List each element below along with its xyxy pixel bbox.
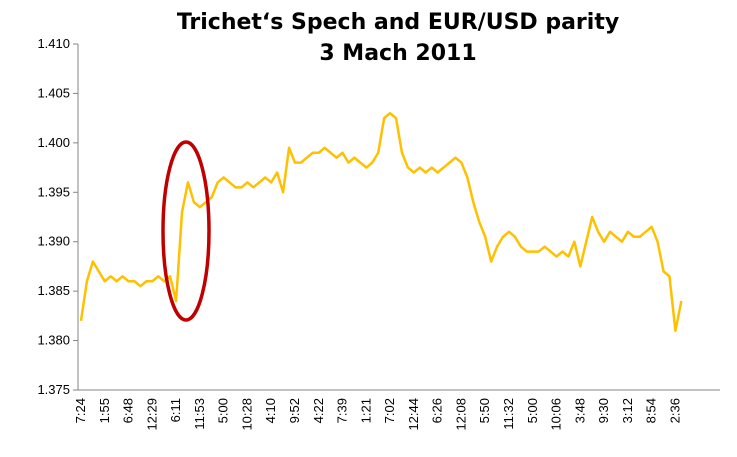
x-tick-label: 10:28 — [239, 398, 254, 431]
y-tick-label: 1.410 — [37, 36, 70, 51]
y-tick-label: 1.405 — [37, 85, 70, 100]
x-tick-label: 6:48 — [121, 398, 136, 423]
y-tick-label: 1.380 — [37, 333, 70, 348]
x-tick-label: 2:36 — [667, 398, 682, 423]
x-tick-label: 10:06 — [549, 398, 564, 431]
y-tick-label: 1.385 — [37, 283, 70, 298]
x-tick-label: 5:50 — [477, 398, 492, 423]
x-tick-label: 12:44 — [406, 398, 421, 431]
x-tick-label: 3:48 — [572, 398, 587, 423]
x-tick-label: 5:00 — [525, 398, 540, 423]
x-tick-label: 1:21 — [358, 398, 373, 423]
x-tick-label: 7:39 — [335, 398, 350, 423]
x-tick-label: 4:22 — [311, 398, 326, 423]
x-tick-label: 9:52 — [287, 398, 302, 423]
x-tick-label: 12:08 — [453, 398, 468, 431]
x-tick-label: 6:26 — [430, 398, 445, 423]
chart-subtitle: 3 Mach 2011 — [319, 41, 476, 66]
series-line — [79, 111, 683, 332]
x-tick-label: 11:32 — [501, 398, 516, 430]
x-tick-label: 7:24 — [73, 398, 88, 423]
y-tick-label: 1.375 — [37, 382, 70, 397]
y-tick-label: 1.400 — [37, 135, 70, 150]
x-tick-label: 6:11 — [168, 398, 183, 422]
x-tick-label: 12:29 — [144, 398, 159, 431]
x-tick-label: 4:10 — [263, 398, 278, 423]
x-tick-label: 11:53 — [192, 398, 207, 430]
x-tick-label: 7:02 — [382, 398, 397, 423]
x-tick-label: 3:12 — [620, 398, 635, 423]
x-tick-label: 8:54 — [644, 398, 659, 423]
x-tick-label: 5:00 — [216, 398, 231, 423]
chart-title: Trichet‘s Spech and EUR/USD parity — [177, 10, 619, 35]
y-tick-label: 1.395 — [37, 184, 70, 199]
x-tick-label: 9:30 — [596, 398, 611, 423]
x-tick-label: 1:55 — [97, 398, 112, 423]
y-tick-label: 1.390 — [37, 234, 70, 249]
highlight-ellipse — [161, 140, 211, 322]
